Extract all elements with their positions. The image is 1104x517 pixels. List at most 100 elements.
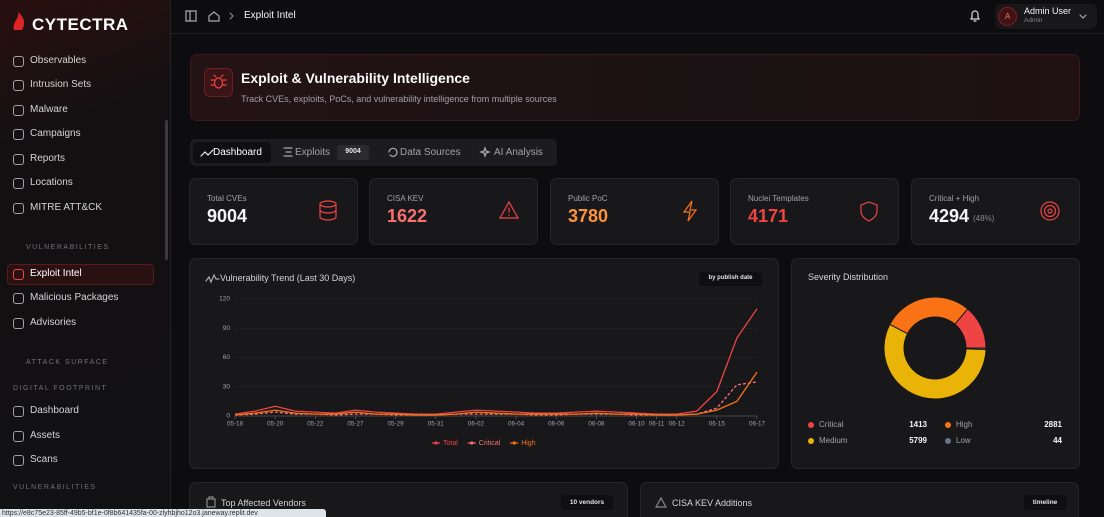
brand: CYTECTRA <box>32 15 129 34</box>
nav-icon <box>13 56 24 67</box>
page-title: Exploit & Vulnerability Intelligence <box>241 70 470 86</box>
legend-dot <box>945 422 951 428</box>
nav-item[interactable]: Reports <box>30 153 66 164</box>
chart-title: Severity Distribution <box>808 272 889 282</box>
legend-label: Critical <box>819 420 844 429</box>
x-tick-label: 05-20 <box>267 421 284 428</box>
x-tick-label: 06-02 <box>468 421 485 428</box>
legend-label: Low <box>956 436 971 445</box>
nav-icon <box>13 80 24 91</box>
x-tick-label: 06-06 <box>548 421 565 428</box>
database-icon <box>319 200 337 221</box>
stat-card <box>189 178 358 245</box>
kev-card <box>640 482 1079 517</box>
bug-icon <box>210 74 227 89</box>
breadcrumb: Exploit Intel <box>244 10 296 21</box>
bolt-icon <box>682 200 698 222</box>
nav-item[interactable]: Malicious Packages <box>30 292 119 303</box>
nav-item[interactable]: Intrusion Sets <box>30 79 92 90</box>
stat-value: 3780 <box>568 206 609 226</box>
badge <box>699 272 762 286</box>
legend-value: 44 <box>1053 436 1062 445</box>
stat-value: 4171 <box>748 206 789 226</box>
stat-label: Nuclei Templates <box>748 194 809 203</box>
x-tick-label: 06-08 <box>588 421 605 428</box>
shield-icon <box>860 201 878 222</box>
panel-badge: 10 vendors <box>569 499 605 506</box>
home-icon[interactable] <box>208 11 220 22</box>
scrollbar <box>165 120 168 260</box>
nav-icon <box>13 293 24 304</box>
nav-item[interactable]: Malware <box>30 104 68 115</box>
y-tick-label: 120 <box>219 296 230 303</box>
active-nav <box>7 264 154 285</box>
legend-label: Total <box>443 440 458 447</box>
logo <box>13 12 25 30</box>
nav-item[interactable]: Locations <box>30 177 73 188</box>
legend-label: Medium <box>819 436 848 445</box>
status-bar <box>0 509 326 517</box>
nav-item[interactable]: Dashboard <box>30 405 79 416</box>
nav-item[interactable]: Assets <box>30 430 61 441</box>
nav-icon <box>13 129 24 140</box>
legend-dot <box>808 438 814 444</box>
legend-label: High <box>521 440 536 447</box>
nav-item[interactable]: Scans <box>30 454 58 465</box>
nav-item[interactable]: Campaigns <box>30 128 81 139</box>
x-tick-label: 06-04 <box>508 421 525 428</box>
warning-icon <box>498 200 520 219</box>
stat-value: 1622 <box>387 206 428 226</box>
stat-card <box>550 178 719 245</box>
x-tick-label: 05-18 <box>227 421 244 428</box>
stat-card <box>730 178 899 245</box>
tab[interactable]: Data Sources <box>400 147 461 158</box>
badge <box>561 495 613 510</box>
x-tick-label: 05-27 <box>347 421 364 428</box>
legend-dot <box>945 438 951 444</box>
tab[interactable]: AI Analysis <box>494 147 543 158</box>
nav-item[interactable]: Advisories <box>30 317 77 328</box>
header-card <box>190 54 1080 121</box>
chart-badge: by publish date <box>708 275 753 281</box>
y-tick-label: 90 <box>223 325 231 332</box>
stat-note: (48%) <box>973 214 995 223</box>
y-tick-label: 30 <box>223 383 231 390</box>
legend-dot <box>808 422 814 428</box>
tab-icon <box>283 147 293 157</box>
alert-icon <box>654 496 668 508</box>
legend-label: High <box>956 420 972 429</box>
nav-item[interactable]: MITRE ATT&CK <box>30 202 103 213</box>
chevron <box>1079 14 1087 19</box>
chart-title: Vulnerability Trend (Last 30 Days) <box>220 273 356 283</box>
tab[interactable]: Dashboard <box>213 147 262 158</box>
trend-card <box>189 258 779 469</box>
section-title: VULNERABILITIES <box>13 484 97 491</box>
sidebar-toggle[interactable] <box>185 10 197 22</box>
bell-icon[interactable] <box>970 10 980 22</box>
nav-icon <box>13 318 24 329</box>
tab[interactable]: Exploits <box>295 147 331 158</box>
avatar[interactable]: A <box>998 7 1017 26</box>
x-tick-label: 05-31 <box>428 421 445 428</box>
nav-icon <box>13 154 24 165</box>
stat-label: Public PoC <box>568 194 608 203</box>
nav-item[interactable]: Exploit Intel <box>30 268 82 279</box>
x-tick-label: 05-29 <box>388 421 405 428</box>
nav-icon <box>13 406 24 417</box>
section-title: DIGITAL FOOTPRINT <box>13 385 108 392</box>
nav-icon <box>13 431 24 442</box>
x-tick-label: 06-11 <box>649 421 665 428</box>
series-line <box>234 371 758 416</box>
topbar <box>171 0 1104 34</box>
stat-card <box>369 178 538 245</box>
nav-item[interactable]: Observables <box>30 55 87 66</box>
legend-value: 1413 <box>909 420 927 429</box>
panel-title: CISA KEV Additions <box>672 498 753 508</box>
donut-segment <box>883 323 987 400</box>
legend-dot <box>434 441 438 445</box>
user-role: Admin <box>1024 17 1043 24</box>
nav-icon <box>13 105 24 116</box>
tab-icon <box>479 146 491 158</box>
